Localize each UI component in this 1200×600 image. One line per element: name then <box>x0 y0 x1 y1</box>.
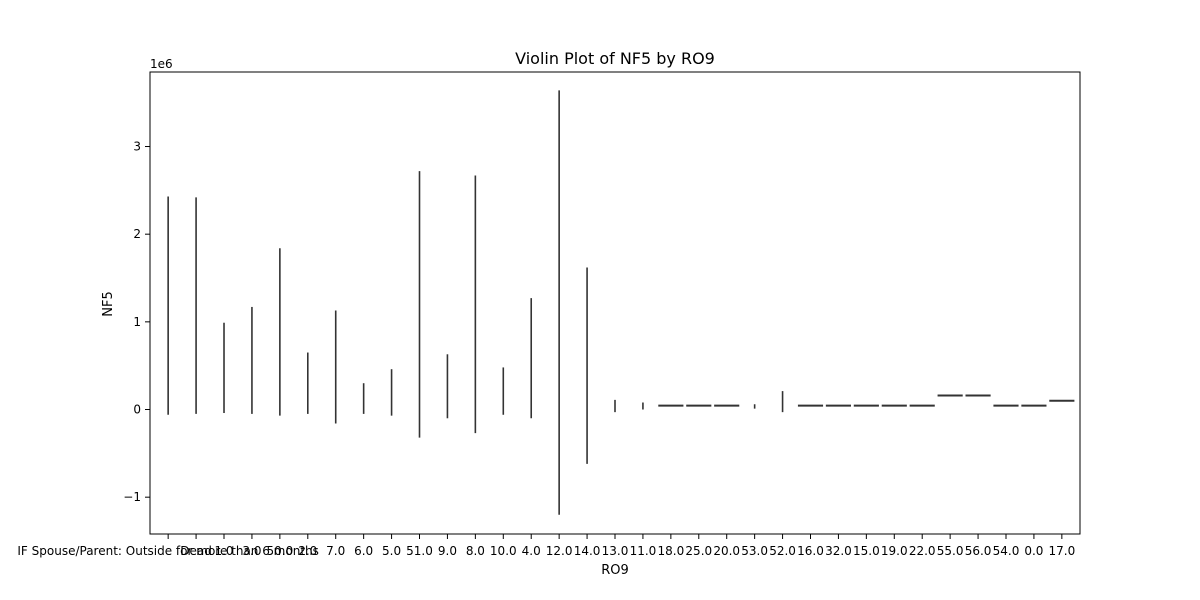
x-tick-label: 5.0 <box>382 544 401 558</box>
y-tick-label: −1 <box>123 490 141 504</box>
x-tick-label: 56.0 <box>965 544 992 558</box>
x-tick-label: 32.0 <box>825 544 852 558</box>
x-tick-label: 16.0 <box>797 544 824 558</box>
x-tick-label: 0.0 <box>1024 544 1043 558</box>
chart-title: Violin Plot of NF5 by RO9 <box>515 49 715 68</box>
plot-area <box>149 71 1081 535</box>
x-tick-label: Dead <box>180 544 212 558</box>
x-tick-label: 1.0 <box>214 544 233 558</box>
x-tick-label: 19.0 <box>881 544 908 558</box>
x-tick-label: 10.0 <box>490 544 517 558</box>
x-tick-label: 54.0 <box>993 544 1020 558</box>
x-tick-label: 22.0 <box>909 544 936 558</box>
x-tick-label: 17.0 <box>1048 544 1075 558</box>
x-tick-label: 8.0 <box>466 544 485 558</box>
x-tick-label: 18.0 <box>657 544 684 558</box>
y-axis-label: NF5 <box>101 291 116 316</box>
x-tick-label: 15.0 <box>853 544 880 558</box>
x-tick-label: 13.0 <box>602 544 629 558</box>
x-tick-label: IF Spouse/Parent: Outside for more than … <box>17 544 319 558</box>
x-tick-label: 4.0 <box>522 544 541 558</box>
y-tick-label: 3 <box>133 140 141 154</box>
x-tick-label: 51.0 <box>406 544 433 558</box>
x-tick-label: 2.0 <box>298 544 317 558</box>
x-tick-label: 11.0 <box>630 544 657 558</box>
x-tick-label: 9.0 <box>438 544 457 558</box>
x-tick-label: 14.0 <box>574 544 601 558</box>
y-offset-label: 1e6 <box>150 57 173 71</box>
x-tick-label: 50.0 <box>267 544 294 558</box>
y-tick-label: 1 <box>133 315 141 329</box>
x-axis: IF Spouse/Parent: Outside for more than … <box>17 534 1075 558</box>
x-axis-label: RO9 <box>601 563 629 578</box>
violin-marks <box>167 90 1075 515</box>
x-tick-label: 3.0 <box>242 544 261 558</box>
x-tick-label: 12.0 <box>546 544 573 558</box>
y-axis: −1 0 1 2 3 <box>123 140 150 504</box>
x-tick-label: 7.0 <box>326 544 345 558</box>
y-tick-label: 2 <box>133 227 141 241</box>
x-tick-label: 52.0 <box>769 544 796 558</box>
x-tick-label: 53.0 <box>741 544 768 558</box>
y-tick-label: 0 <box>133 403 141 417</box>
x-tick-label: 6.0 <box>354 544 373 558</box>
x-tick-label: 25.0 <box>685 544 712 558</box>
x-tick-label: 20.0 <box>713 544 740 558</box>
x-tick-label: 55.0 <box>937 544 964 558</box>
